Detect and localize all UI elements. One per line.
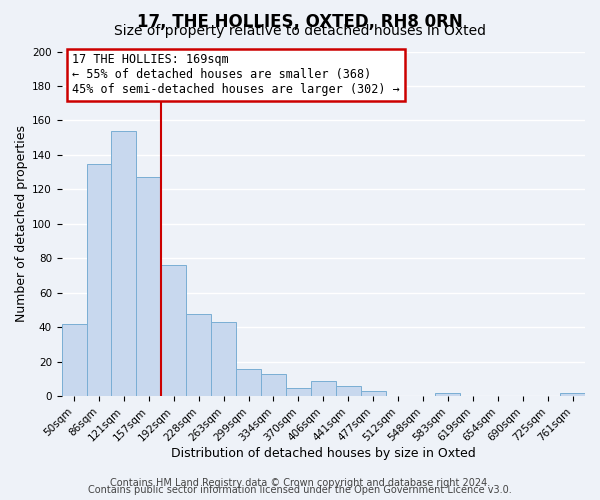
Bar: [311, 380, 336, 396]
Bar: [161, 265, 186, 396]
Bar: [112, 131, 136, 396]
Bar: [236, 368, 261, 396]
Bar: [186, 314, 211, 396]
Bar: [286, 388, 311, 396]
Bar: [86, 164, 112, 396]
Bar: [62, 324, 86, 396]
Text: 17, THE HOLLIES, OXTED, RH8 0RN: 17, THE HOLLIES, OXTED, RH8 0RN: [137, 12, 463, 30]
Text: 17 THE HOLLIES: 169sqm
← 55% of detached houses are smaller (368)
45% of semi-de: 17 THE HOLLIES: 169sqm ← 55% of detached…: [72, 53, 400, 96]
Text: Size of property relative to detached houses in Oxted: Size of property relative to detached ho…: [114, 24, 486, 38]
Text: Contains HM Land Registry data © Crown copyright and database right 2024.: Contains HM Land Registry data © Crown c…: [110, 478, 490, 488]
Bar: [336, 386, 361, 396]
Bar: [136, 178, 161, 396]
Text: Contains public sector information licensed under the Open Government Licence v3: Contains public sector information licen…: [88, 485, 512, 495]
Bar: [436, 393, 460, 396]
Bar: [211, 322, 236, 396]
Y-axis label: Number of detached properties: Number of detached properties: [15, 126, 28, 322]
Bar: [560, 393, 585, 396]
X-axis label: Distribution of detached houses by size in Oxted: Distribution of detached houses by size …: [171, 447, 476, 460]
Bar: [361, 391, 386, 396]
Bar: [261, 374, 286, 396]
